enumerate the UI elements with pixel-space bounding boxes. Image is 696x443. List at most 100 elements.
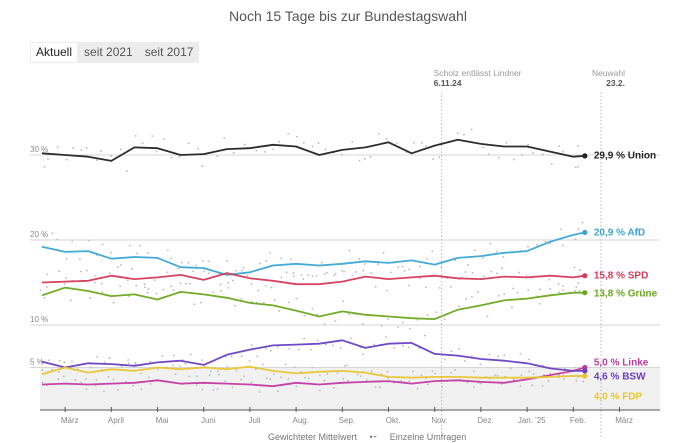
poll-dot: [41, 381, 44, 384]
poll-dot: [212, 291, 215, 294]
poll-dot: [311, 366, 314, 369]
poll-dot: [519, 352, 522, 355]
poll-dot: [127, 359, 130, 361]
poll-dot: [362, 269, 365, 272]
poll-dot: [512, 287, 514, 290]
poll-dot: [435, 311, 438, 314]
poll-dot: [513, 158, 516, 161]
poll-dot: [374, 386, 377, 389]
poll-dot: [373, 343, 376, 346]
poll-dot: [378, 386, 381, 389]
poll-dot: [361, 323, 364, 326]
event-date: 6.11.24: [434, 78, 462, 88]
poll-dot: [470, 128, 473, 131]
tab-seit-2021[interactable]: seit 2021: [84, 45, 133, 59]
poll-dot: [502, 255, 505, 258]
poll-dot: [377, 263, 380, 266]
poll-dot: [120, 263, 122, 266]
poll-dot: [79, 258, 81, 261]
poll-dot: [277, 390, 279, 392]
poll-dot: [340, 153, 343, 156]
poll-dot: [217, 373, 220, 376]
poll-dot: [155, 292, 158, 295]
poll-dot: [549, 287, 552, 290]
poll-dot: [43, 235, 46, 238]
poll-dot: [458, 305, 461, 308]
poll-dot: [199, 301, 202, 304]
poll-dot: [579, 269, 581, 272]
poll-dot: [401, 344, 404, 347]
poll-dot: [310, 348, 312, 351]
poll-dot: [201, 359, 203, 362]
poll-dot: [334, 320, 337, 322]
poll-dot: [390, 271, 392, 274]
poll-dot: [187, 142, 190, 145]
poll-dot: [201, 165, 204, 168]
poll-dot: [550, 162, 553, 165]
poll-dot: [74, 379, 77, 381]
poll-dot: [264, 284, 267, 287]
poll-dot: [96, 159, 99, 162]
tab-aktuell[interactable]: Aktuell: [31, 43, 78, 62]
poll-dot: [273, 373, 275, 375]
poll-dot: [482, 275, 485, 277]
poll-dot: [351, 274, 354, 277]
series-line-grüne: [41, 286, 585, 320]
poll-dot: [257, 289, 260, 292]
poll-dot: [408, 327, 411, 330]
poll-dot: [161, 354, 164, 357]
poll-dot: [71, 360, 73, 363]
poll-dot: [57, 370, 60, 373]
legend-dot-icon: •⁃: [369, 432, 378, 442]
poll-dot: [233, 304, 236, 307]
poll-dot: [134, 134, 137, 137]
poll-dot: [149, 360, 152, 363]
poll-dot: [342, 377, 345, 380]
poll-dot: [265, 347, 268, 350]
x-tick-label: Mai: [156, 416, 169, 425]
poll-dot: [103, 390, 105, 393]
poll-dot: [240, 378, 242, 381]
poll-dot: [323, 272, 326, 275]
poll-dot: [280, 276, 283, 279]
poll-dot: [135, 284, 138, 287]
poll-dot: [71, 240, 74, 243]
series-endpoint: [582, 229, 588, 235]
tab-seit-2017[interactable]: seit 2017: [144, 45, 194, 59]
poll-dot: [426, 383, 429, 386]
poll-dot: [503, 354, 506, 357]
y-tick-label: 5 %: [30, 358, 44, 367]
poll-dot: [240, 297, 243, 300]
poll-dot: [311, 307, 314, 310]
poll-dot: [240, 355, 243, 358]
poll-dot: [57, 378, 60, 380]
poll-dot: [334, 272, 337, 275]
poll-dot: [94, 274, 97, 277]
series-endpoint: [582, 373, 588, 379]
poll-dot: [561, 289, 564, 292]
poll-dot: [408, 380, 411, 383]
poll-dot: [532, 151, 535, 154]
poll-dot: [326, 373, 328, 375]
x-tick-label: Aug.: [292, 416, 308, 425]
poll-dot: [482, 256, 484, 259]
legend-polls: Einzelne Umfragen: [389, 432, 467, 442]
poll-dot: [72, 147, 74, 149]
poll-dot: [63, 375, 65, 378]
poll-dot: [516, 291, 519, 294]
poll-dot: [578, 289, 581, 292]
poll-dot: [148, 376, 150, 379]
poll-dot: [450, 350, 453, 353]
poll-dot: [582, 380, 585, 383]
poll-dot: [166, 271, 169, 274]
poll-dot: [295, 385, 298, 388]
poll-dot: [480, 382, 482, 385]
poll-dot: [434, 372, 436, 375]
poll-dot: [574, 290, 577, 292]
poll-dot: [185, 282, 187, 285]
series-line-fdp: [41, 365, 585, 379]
poll-dot: [342, 300, 345, 303]
poll-dot: [538, 303, 541, 305]
poll-dot: [438, 286, 441, 289]
